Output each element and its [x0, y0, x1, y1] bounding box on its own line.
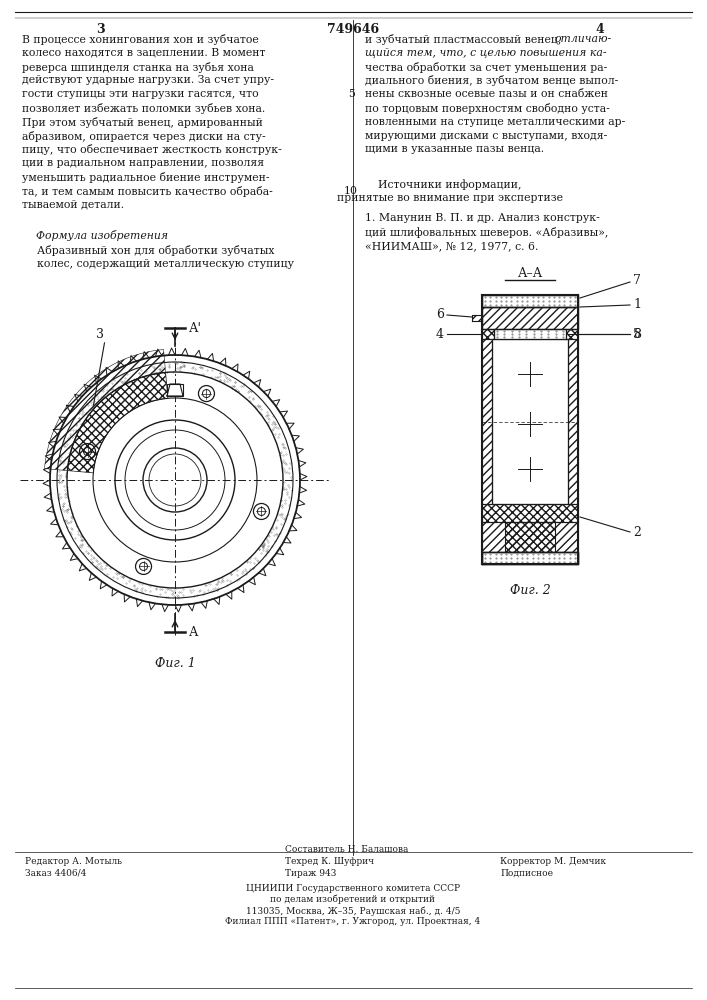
Text: 3: 3: [95, 23, 105, 36]
Text: действуют ударные нагрузки. За счет упру-: действуют ударные нагрузки. За счет упру…: [22, 75, 274, 85]
Bar: [482, 329, 494, 339]
Bar: [482, 504, 578, 522]
Text: реверса шпинделя станка на зубья хона: реверса шпинделя станка на зубья хона: [22, 62, 254, 73]
Text: Филиал ППП «Патент», г. Ужгород, ул. Проектная, 4: Филиал ППП «Патент», г. Ужгород, ул. Про…: [226, 917, 481, 926]
Bar: [505, 522, 555, 552]
Text: Фиг. 1: Фиг. 1: [155, 657, 195, 670]
Text: Тираж 943: Тираж 943: [285, 869, 337, 878]
Text: чества обработки за счет уменьшения ра-: чества обработки за счет уменьшения ра-: [365, 62, 607, 73]
Text: А: А: [189, 626, 199, 639]
Text: 4: 4: [436, 328, 444, 340]
Bar: [494, 329, 566, 339]
Text: колес, содержащий металлическую ступицу: колес, содержащий металлическую ступицу: [37, 259, 294, 269]
Text: 3: 3: [96, 328, 104, 342]
Text: колесо находятся в зацеплении. В момент: колесо находятся в зацеплении. В момент: [22, 48, 266, 58]
Bar: [472, 315, 482, 321]
Text: 749646: 749646: [327, 23, 379, 36]
Text: А': А': [189, 322, 202, 334]
Text: Техред К. Шуфрич: Техред К. Шуфрич: [285, 857, 374, 866]
Text: При этом зубчатый венец, армированный: При этом зубчатый венец, армированный: [22, 117, 263, 128]
Text: 7: 7: [633, 273, 641, 286]
Bar: [482, 552, 578, 564]
Text: 2: 2: [633, 526, 641, 538]
Text: 1: 1: [633, 298, 641, 310]
Text: Формула изобретения: Формула изобретения: [36, 230, 168, 241]
Text: по торцовым поверхностям свободно уста-: по торцовым поверхностям свободно уста-: [365, 103, 609, 114]
Bar: [482, 339, 492, 504]
Bar: [167, 384, 183, 396]
Text: ции в радиальном направлении, позволяя: ции в радиальном направлении, позволяя: [22, 158, 264, 168]
Text: принятые во внимание при экспертизе: принятые во внимание при экспертизе: [337, 193, 563, 203]
Text: 6: 6: [436, 308, 444, 322]
Text: гости ступицы эти нагрузки гасятся, что: гости ступицы эти нагрузки гасятся, что: [22, 89, 259, 99]
Text: 5: 5: [349, 89, 356, 99]
Text: отличаю-: отличаю-: [555, 34, 612, 44]
Text: нены сквозные осевые пазы и он снабжен: нены сквозные осевые пазы и он снабжен: [365, 89, 608, 99]
Text: ЦНИИПИ Государственного комитета СССР: ЦНИИПИ Государственного комитета СССР: [246, 884, 460, 893]
Bar: [566, 329, 578, 339]
Text: Составитель Н. Балашова: Составитель Н. Балашова: [285, 845, 409, 854]
Text: Абразивный хон для обработки зубчатых: Абразивный хон для обработки зубчатых: [37, 245, 274, 256]
Text: 4: 4: [595, 23, 604, 36]
Text: и зубчатый пластмассовый венец,: и зубчатый пластмассовый венец,: [365, 34, 565, 45]
Bar: [568, 339, 578, 504]
Text: та, и тем самым повысить качество обраба-: та, и тем самым повысить качество обраба…: [22, 186, 273, 197]
Text: Заказ 4406/4: Заказ 4406/4: [25, 869, 86, 878]
Text: пицу, что обеспечивает жесткость конструк-: пицу, что обеспечивает жесткость констру…: [22, 144, 282, 155]
Text: Подписное: Подписное: [500, 869, 553, 878]
Text: 1. Манунин В. П. и др. Анализ конструк-: 1. Манунин В. П. и др. Анализ конструк-: [365, 213, 600, 223]
Text: позволяет избежать поломки зубьев хона.: позволяет избежать поломки зубьев хона.: [22, 103, 265, 114]
Text: А–А: А–А: [518, 267, 543, 280]
Text: 8: 8: [633, 328, 641, 340]
Text: диального биения, в зубчатом венце выпол-: диального биения, в зубчатом венце выпол…: [365, 75, 618, 86]
Bar: [482, 295, 578, 307]
Text: тываемой детали.: тываемой детали.: [22, 200, 124, 210]
Text: Корректор М. Демчик: Корректор М. Демчик: [500, 857, 606, 866]
Text: 10: 10: [344, 186, 358, 196]
Text: Источники информации,: Источники информации,: [378, 179, 522, 190]
Bar: [482, 522, 578, 552]
Text: 113035, Москва, Ж–35, Раушская наб., д. 4/5: 113035, Москва, Ж–35, Раушская наб., д. …: [246, 906, 460, 916]
Text: Фиг. 2: Фиг. 2: [510, 584, 550, 597]
Text: мирующими дисками с выступами, входя-: мирующими дисками с выступами, входя-: [365, 131, 607, 141]
Text: «НИИМАШ», № 12, 1977, с. 6.: «НИИМАШ», № 12, 1977, с. 6.: [365, 241, 538, 251]
Text: щийся тем, что, с целью повышения ка-: щийся тем, что, с целью повышения ка-: [365, 48, 607, 58]
Bar: [482, 307, 578, 329]
Text: абразивом, опирается через диски на сту-: абразивом, опирается через диски на сту-: [22, 131, 266, 142]
Text: щими в указанные пазы венца.: щими в указанные пазы венца.: [365, 144, 544, 154]
Bar: [492, 339, 568, 504]
Text: 5: 5: [633, 328, 641, 340]
Text: по делам изобретений и открытий: по делам изобретений и открытий: [271, 895, 436, 904]
Text: уменьшить радиальное биение инструмен-: уменьшить радиальное биение инструмен-: [22, 172, 269, 183]
Text: новленными на ступице металлическими ар-: новленными на ступице металлическими ар-: [365, 117, 625, 127]
Text: ций шлифовальных шеверов. «Абразивы»,: ций шлифовальных шеверов. «Абразивы»,: [365, 227, 609, 238]
Text: Редактор А. Мотыль: Редактор А. Мотыль: [25, 857, 122, 866]
Text: В процессе хонингования хон и зубчатое: В процессе хонингования хон и зубчатое: [22, 34, 259, 45]
